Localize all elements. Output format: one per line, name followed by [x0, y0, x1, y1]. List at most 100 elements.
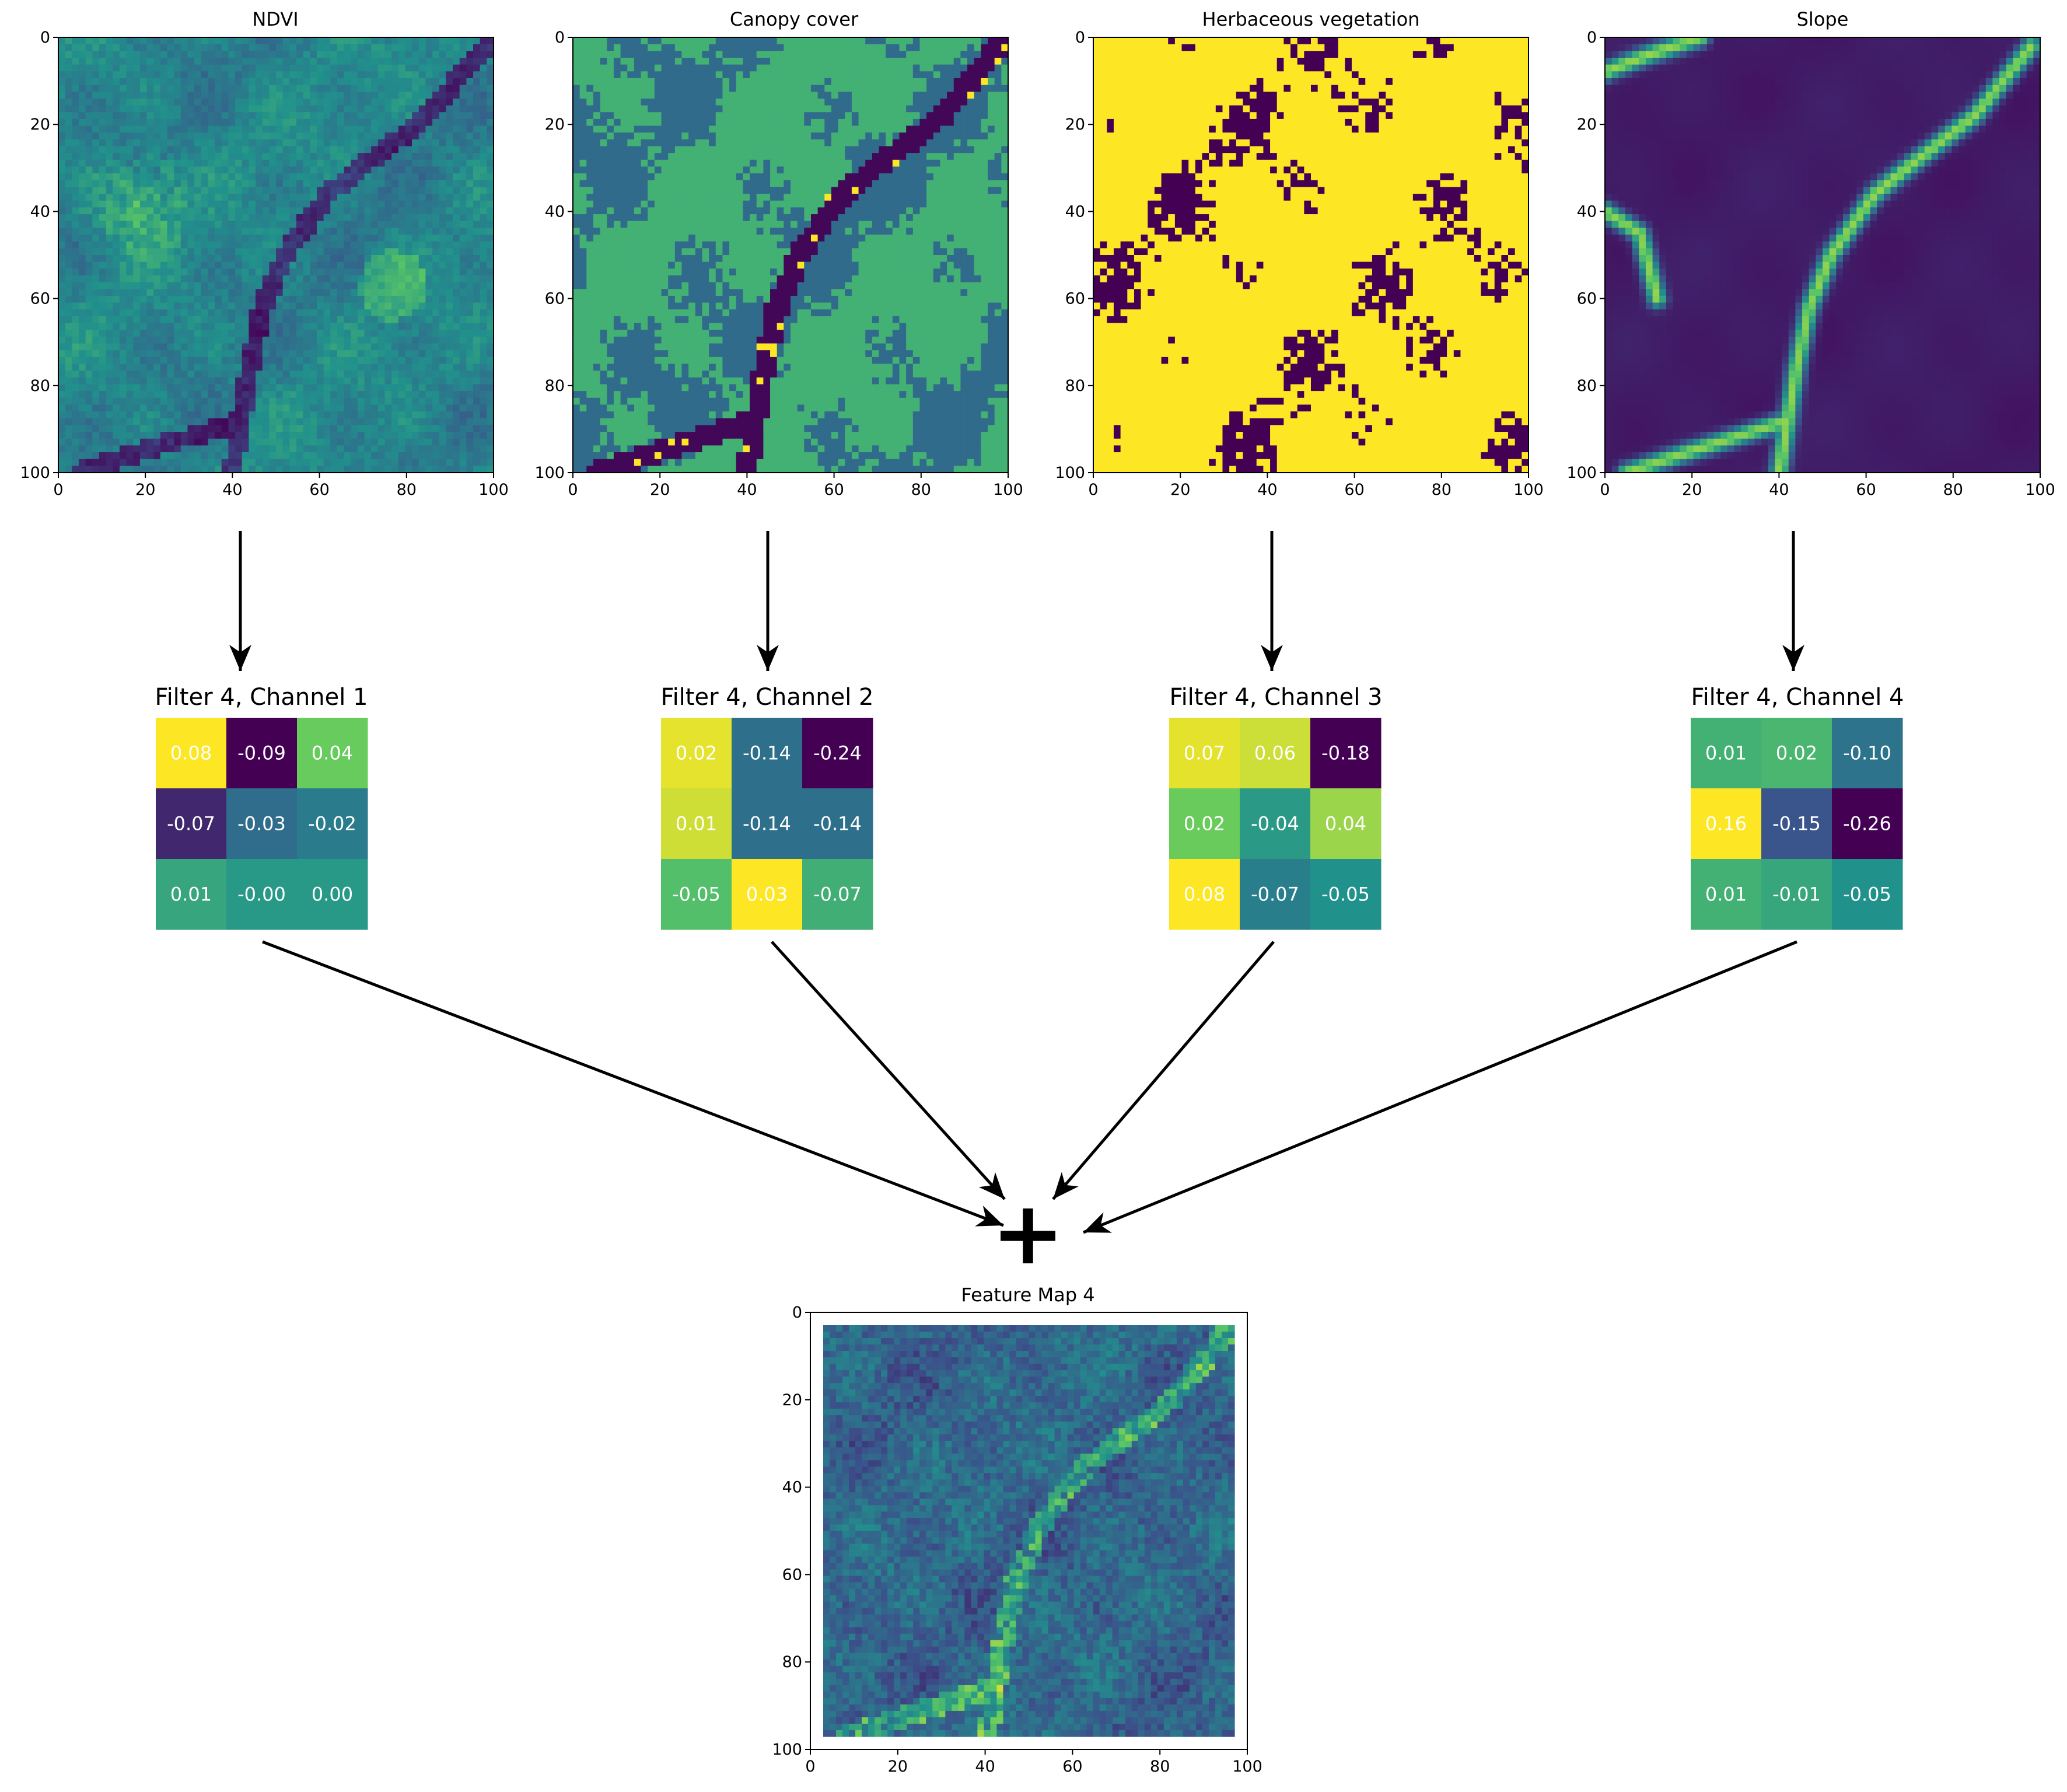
kernel-value: 0.00: [312, 883, 353, 906]
y-tick-label: 0: [1587, 29, 1597, 47]
kernel-cell: -0.02: [297, 788, 368, 860]
y-tick-label: 60: [1577, 290, 1597, 308]
filter-title: Filter 4, Channel 2: [660, 684, 873, 711]
y-tick-label: 100: [20, 464, 50, 482]
filter-kernel-channel-1: Filter 4, Channel 1 0.08 -0.09 0.04 -0.07 -0…: [155, 684, 368, 930]
x-tick-label: 0: [805, 1758, 815, 1776]
x-tick-label: 100: [1232, 1758, 1262, 1776]
feature-map-title: Feature Map 4: [961, 1284, 1094, 1306]
input-panel-canopy-cover: Canopy cover 0 0 20 20 40 40 60 60 80 80 100 100: [534, 8, 1023, 499]
y-tick-label: 40: [545, 202, 565, 221]
kernel-value: -0.18: [1321, 742, 1370, 764]
feature-map-panel: Feature Map 4 0 0 20 20 40 40 60 60 80 80 100 100: [772, 1284, 1262, 1776]
arrow-filter1-to-sum: [262, 940, 1004, 1227]
x-tick-label: 40: [1257, 481, 1277, 499]
panel-title: Canopy cover: [730, 8, 859, 30]
kernel-cell: 0.04: [1310, 788, 1382, 860]
kernel-cell: 0.00: [297, 859, 368, 930]
x-tick-label: 20: [1682, 481, 1702, 499]
y-tick-label: 80: [1577, 377, 1597, 395]
y-tick-label: 40: [30, 202, 50, 221]
kernel-value: -0.05: [1321, 883, 1370, 906]
y-tick-label: 60: [30, 290, 50, 308]
filter-kernel-channel-3: Filter 4, Channel 3 0.07 0.06 -0.18 0.02 -0.…: [1169, 684, 1383, 930]
x-tick-label: 60: [824, 481, 844, 499]
y-tick-label: 20: [1577, 116, 1597, 134]
kernel-cell: -0.01: [1761, 859, 1832, 930]
kernel-value: -0.05: [1843, 883, 1891, 906]
kernel-value: -0.02: [308, 813, 356, 835]
x-tick-label: 100: [478, 481, 509, 499]
kernel-value: 0.01: [170, 883, 212, 906]
x-tick-label: 40: [975, 1758, 995, 1776]
kernel-value: 0.02: [1776, 742, 1817, 764]
kernel-cell: 0.07: [1169, 718, 1240, 789]
kernel-cell: -0.14: [732, 718, 803, 789]
y-tick-label: 100: [534, 464, 565, 482]
y-tick-label: 80: [545, 377, 565, 395]
y-tick-label: 60: [545, 290, 565, 308]
kernel-cell: 0.01: [1691, 718, 1762, 789]
y-tick-label: 0: [40, 29, 50, 47]
x-tick-label: 20: [888, 1758, 908, 1776]
kernel-value: 0.01: [1705, 883, 1747, 906]
x-tick-label: 40: [737, 481, 757, 499]
kernel-value: -0.05: [672, 883, 721, 906]
kernel-cell: -0.07: [1240, 859, 1311, 930]
y-tick-label: 40: [1065, 202, 1085, 221]
filter-title: Filter 4, Channel 3: [1169, 684, 1382, 711]
kernel-cell: -0.00: [226, 859, 298, 930]
kernel-cell: 0.08: [156, 718, 227, 789]
y-tick-label: 80: [30, 377, 50, 395]
kernel-value: -0.14: [813, 813, 862, 835]
y-tick-label: 60: [1065, 290, 1085, 308]
kernel-cell: -0.05: [1310, 859, 1382, 930]
x-tick-label: 0: [53, 481, 63, 499]
kernel-value: -0.01: [1772, 883, 1821, 906]
y-tick-label: 40: [1577, 202, 1597, 221]
kernel-cell: 0.02: [1761, 718, 1832, 789]
kernel-value: -0.09: [237, 742, 286, 764]
kernel-cell: -0.07: [156, 788, 227, 860]
axes-frame: [572, 37, 1009, 473]
axes-frame: [58, 37, 494, 473]
y-tick-label: 20: [545, 116, 565, 134]
panel-title: Herbaceous vegetation: [1202, 8, 1420, 30]
x-tick-label: 100: [2025, 481, 2055, 499]
kernel-value: 0.04: [312, 742, 353, 764]
kernel-value: -0.07: [167, 813, 215, 835]
x-tick-label: 60: [309, 481, 329, 499]
kernel-cell: -0.04: [1240, 788, 1311, 860]
kernel-value: -0.14: [743, 813, 791, 835]
y-tick-label: 40: [782, 1479, 802, 1497]
x-tick-label: 80: [397, 481, 417, 499]
filter-kernel-channel-2: Filter 4, Channel 2 0.02 -0.14 -0.24 0.01 -0…: [660, 684, 874, 930]
kernel-value: -0.14: [743, 742, 791, 764]
kernel-cell: -0.14: [732, 788, 803, 860]
kernel-value: 0.01: [1705, 742, 1747, 764]
kernel-value: 0.03: [746, 883, 788, 906]
y-tick-label: 20: [1065, 116, 1085, 134]
y-tick-label: 60: [782, 1566, 802, 1584]
kernel-value: -0.07: [813, 883, 862, 906]
kernel-cell: -0.18: [1310, 718, 1382, 789]
kernel-cell: -0.03: [226, 788, 298, 860]
kernel-cell: 0.03: [732, 859, 803, 930]
x-tick-label: 80: [1150, 1758, 1170, 1776]
x-tick-label: 0: [568, 481, 578, 499]
x-tick-label: 40: [1769, 481, 1789, 499]
kernel-value: -0.26: [1843, 813, 1891, 835]
y-tick-label: 20: [782, 1391, 802, 1409]
filter-title: Filter 4, Channel 1: [155, 684, 368, 711]
kernel-value: 0.08: [1184, 883, 1225, 906]
axes-frame: [810, 1312, 1248, 1750]
y-tick-label: 80: [1065, 377, 1085, 395]
kernel-cell: 0.08: [1169, 859, 1240, 930]
kernel-cell: 0.06: [1240, 718, 1311, 789]
y-tick-label: 20: [30, 116, 50, 134]
kernel-value: 0.02: [1184, 813, 1225, 835]
input-panel-ndvi: NDVI 0 0 20 20 40 40 60 60 80 80 100 100: [20, 8, 508, 499]
kernel-cell: -0.07: [802, 859, 873, 930]
arrow-filter4-to-sum: [1083, 940, 1797, 1234]
